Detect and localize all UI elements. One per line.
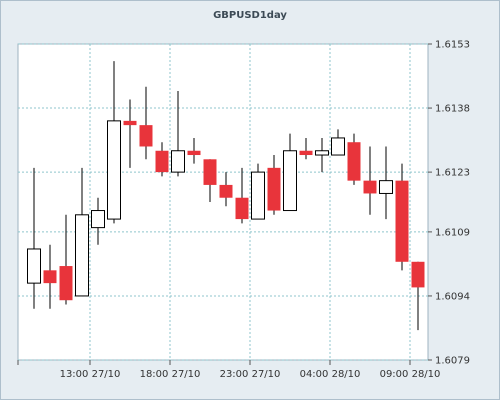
candle-body-down <box>411 261 425 288</box>
y-tick-label: 1.6109 <box>435 227 470 238</box>
candle <box>75 167 89 297</box>
candle-body-down <box>203 159 217 185</box>
candle-body-up <box>91 210 105 229</box>
x-tick-label: 04:00 28/10 <box>300 369 361 380</box>
candle <box>43 244 57 309</box>
plot-area <box>17 43 429 361</box>
candle <box>363 146 377 215</box>
candle <box>395 163 409 271</box>
candle-body-down <box>395 180 409 262</box>
y-tick-label: 1.6153 <box>435 40 470 51</box>
y-tick-label: 1.6138 <box>435 104 470 115</box>
candle <box>379 146 393 220</box>
x-tick-label: 23:00 27/10 <box>220 369 281 380</box>
candle <box>91 197 105 245</box>
candle <box>267 155 281 215</box>
candle-body-down <box>235 197 249 220</box>
candle-body-down <box>267 167 281 211</box>
candle <box>347 133 361 185</box>
candle <box>139 86 153 160</box>
x-tick-label: 09:00 28/10 <box>380 369 441 380</box>
candle-body-up <box>171 150 185 173</box>
candle <box>299 137 313 160</box>
chart-title: GBPUSD1day <box>213 10 287 21</box>
y-tick-label: 1.6094 <box>435 291 470 302</box>
candle-body-down <box>123 120 137 126</box>
candle-body-down <box>187 150 201 156</box>
candle-body-up <box>379 180 393 194</box>
candle <box>315 137 329 173</box>
candle <box>171 90 185 177</box>
candle-body-up <box>75 214 89 297</box>
candle <box>155 142 169 177</box>
candle-body-up <box>251 171 265 220</box>
candle-body-down <box>363 180 377 194</box>
grid-lines <box>18 43 428 361</box>
candle-body-down <box>155 150 169 173</box>
candle-body-up <box>283 150 297 212</box>
candle <box>187 137 201 164</box>
candle <box>283 133 297 212</box>
candle-body-down <box>299 150 313 156</box>
candles <box>27 61 425 331</box>
candle <box>411 261 425 331</box>
x-tick-label: 13:00 27/10 <box>60 369 121 380</box>
candle <box>107 61 121 224</box>
x-axis: 13:00 27/10 18:00 27/10 23:00 27/10 04:00 2… <box>17 360 441 380</box>
candle <box>59 214 73 305</box>
candle-body-up <box>27 248 41 284</box>
candle <box>235 167 249 224</box>
candle-body-down <box>59 266 73 301</box>
candle <box>203 159 217 202</box>
candle <box>251 163 265 220</box>
candle-body-up <box>331 137 345 156</box>
candle <box>219 172 233 207</box>
candle <box>27 167 41 309</box>
y-tick-label: 1.6123 <box>435 168 470 179</box>
candle-body-up <box>315 150 329 156</box>
y-tick-label: 1.6079 <box>435 356 470 367</box>
candle-body-up <box>107 120 121 220</box>
candle <box>123 99 137 168</box>
candle-body-down <box>347 142 361 181</box>
candle-body-down <box>43 270 57 284</box>
x-tick-label: 18:00 27/10 <box>140 369 201 380</box>
candle-body-down <box>219 184 233 198</box>
candle <box>331 129 345 156</box>
candle-body-down <box>139 125 153 147</box>
y-axis: 1.6153 1.6138 1.6123 1.6109 1.6094 1.6079 <box>428 40 470 367</box>
